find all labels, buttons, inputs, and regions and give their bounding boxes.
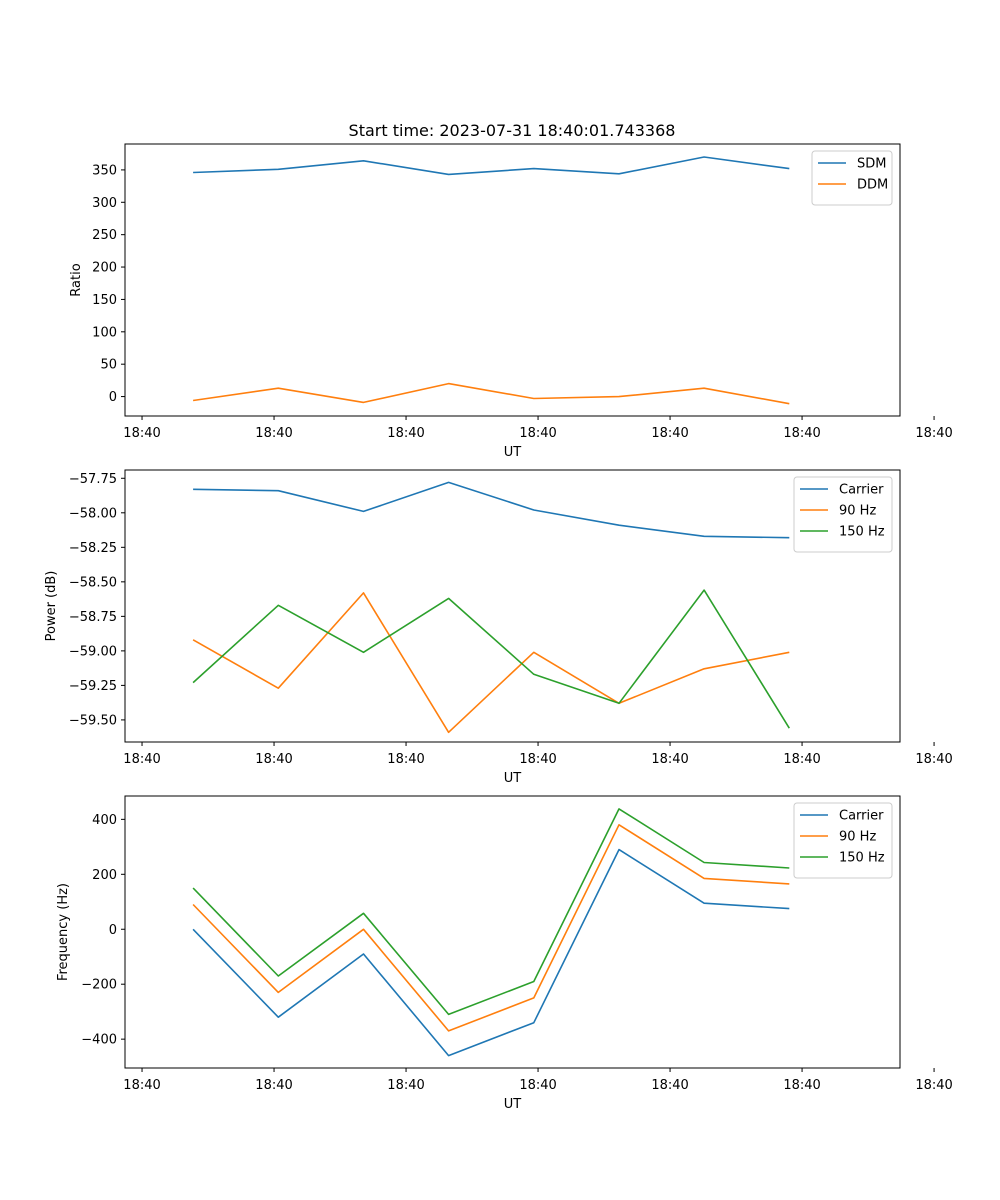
y-tick-label-ratio: 0 (109, 390, 117, 405)
y-tick-label-power: −57.75 (69, 472, 117, 487)
legend-label-ratio: DDM (857, 178, 888, 193)
x-tick-label-power: 18:40 (915, 752, 952, 767)
y-tick-label-frequency: 400 (92, 813, 117, 828)
y-tick-label-frequency: 0 (109, 923, 117, 938)
legend-ratio: SDM DDM (811, 150, 893, 206)
y-tick-label-frequency: −200 (81, 978, 117, 993)
series-line-frequency-150-hz (192, 808, 790, 1016)
figure-title: Start time: 2023-07-31 18:40:01.743368 (349, 121, 676, 140)
x-tick-label-ratio: 18:40 (783, 426, 820, 441)
legend-box-power (793, 476, 893, 553)
legend-box-frequency (793, 802, 893, 879)
series-line-frequency-90-hz (192, 823, 790, 1032)
x-tick-label-power: 18:40 (519, 752, 556, 767)
x-tick-label-ratio: 18:40 (519, 426, 556, 441)
x-tick-label-frequency: 18:40 (915, 1078, 952, 1093)
axes-frame-power (124, 469, 901, 743)
x-axis-label-frequency: UT (504, 1097, 522, 1112)
y-tick-label-frequency: −400 (81, 1033, 117, 1048)
axes-frame-frequency (124, 795, 901, 1069)
y-tick-label-ratio: 50 (100, 358, 117, 373)
x-tick-label-ratio: 18:40 (123, 426, 160, 441)
x-tick-label-ratio: 18:40 (651, 426, 688, 441)
x-axis-label-ratio: UT (504, 445, 522, 460)
x-tick-label-ratio: 18:40 (915, 426, 952, 441)
legend-box-ratio (811, 150, 893, 206)
legend-power: Carrier 90 Hz 150 Hz (793, 476, 893, 553)
x-tick-label-frequency: 18:40 (387, 1078, 424, 1093)
legend-label-frequency: 150 Hz (839, 851, 885, 866)
legend-label-frequency: Carrier (839, 809, 884, 824)
y-tick-label-power: −58.75 (69, 610, 117, 625)
axes-frame-ratio (124, 143, 901, 417)
y-tick-label-power: −59.50 (69, 713, 117, 728)
series-line-power-90-hz (192, 592, 790, 734)
y-tick-label-power: −59.25 (69, 679, 117, 694)
x-tick-label-power: 18:40 (123, 752, 160, 767)
x-tick-label-frequency: 18:40 (783, 1078, 820, 1093)
y-axis-label-power: Power (dB) (44, 571, 59, 642)
chart-power: 18:40 18:40 18:40 18:40 18:40 18:40 18:40 −57.7… (44, 469, 953, 786)
y-tick-label-power: −58.50 (69, 575, 117, 590)
series-line-frequency-carrier (192, 848, 790, 1057)
series-line-ratio-sdm (193, 156, 790, 176)
chart-frequency: 18:40 18:40 18:40 18:40 18:40 18:40 18:40 400 20… (56, 795, 953, 1112)
x-tick-label-ratio: 18:40 (387, 426, 424, 441)
legend-label-power: 90 Hz (839, 504, 876, 519)
x-tick-label-frequency: 18:40 (255, 1078, 292, 1093)
legend-label-power: Carrier (839, 483, 884, 498)
y-axis-label-frequency: Frequency (Hz) (56, 883, 71, 981)
legend-label-power: 150 Hz (839, 525, 885, 540)
y-tick-label-ratio: 250 (92, 228, 117, 243)
y-tick-label-ratio: 200 (92, 261, 117, 276)
legend-label-ratio: SDM (857, 157, 886, 172)
x-tick-label-frequency: 18:40 (123, 1078, 160, 1093)
x-tick-label-power: 18:40 (387, 752, 424, 767)
x-tick-label-frequency: 18:40 (519, 1078, 556, 1093)
x-tick-label-power: 18:40 (783, 752, 820, 767)
chart-panels: 18:40 18:40 18:40 18:40 18:40 18:40 18:40 0 50 10… (44, 143, 953, 1112)
series-line-power-carrier (193, 481, 790, 539)
chart-ratio: 18:40 18:40 18:40 18:40 18:40 18:40 18:40 0 50 10… (69, 143, 953, 460)
x-tick-label-power: 18:40 (255, 752, 292, 767)
x-axis-label-power: UT (504, 771, 522, 786)
y-tick-label-power: −58.25 (69, 541, 117, 556)
y-tick-label-ratio: 150 (92, 293, 117, 308)
y-tick-label-ratio: 300 (92, 196, 117, 211)
x-tick-label-frequency: 18:40 (651, 1078, 688, 1093)
y-tick-label-ratio: 100 (92, 325, 117, 340)
y-tick-label-power: −59.00 (69, 644, 117, 659)
legend-label-frequency: 90 Hz (839, 830, 876, 845)
series-line-ratio-ddm (192, 382, 790, 405)
x-tick-label-ratio: 18:40 (255, 426, 292, 441)
y-tick-label-ratio: 350 (92, 163, 117, 178)
y-tick-label-power: −58.00 (69, 506, 117, 521)
y-axis-label-ratio: Ratio (69, 263, 84, 296)
x-tick-label-power: 18:40 (651, 752, 688, 767)
legend-frequency: Carrier 90 Hz 150 Hz (793, 802, 893, 879)
y-tick-label-frequency: 200 (92, 868, 117, 883)
series-line-power-150-hz (192, 589, 790, 729)
